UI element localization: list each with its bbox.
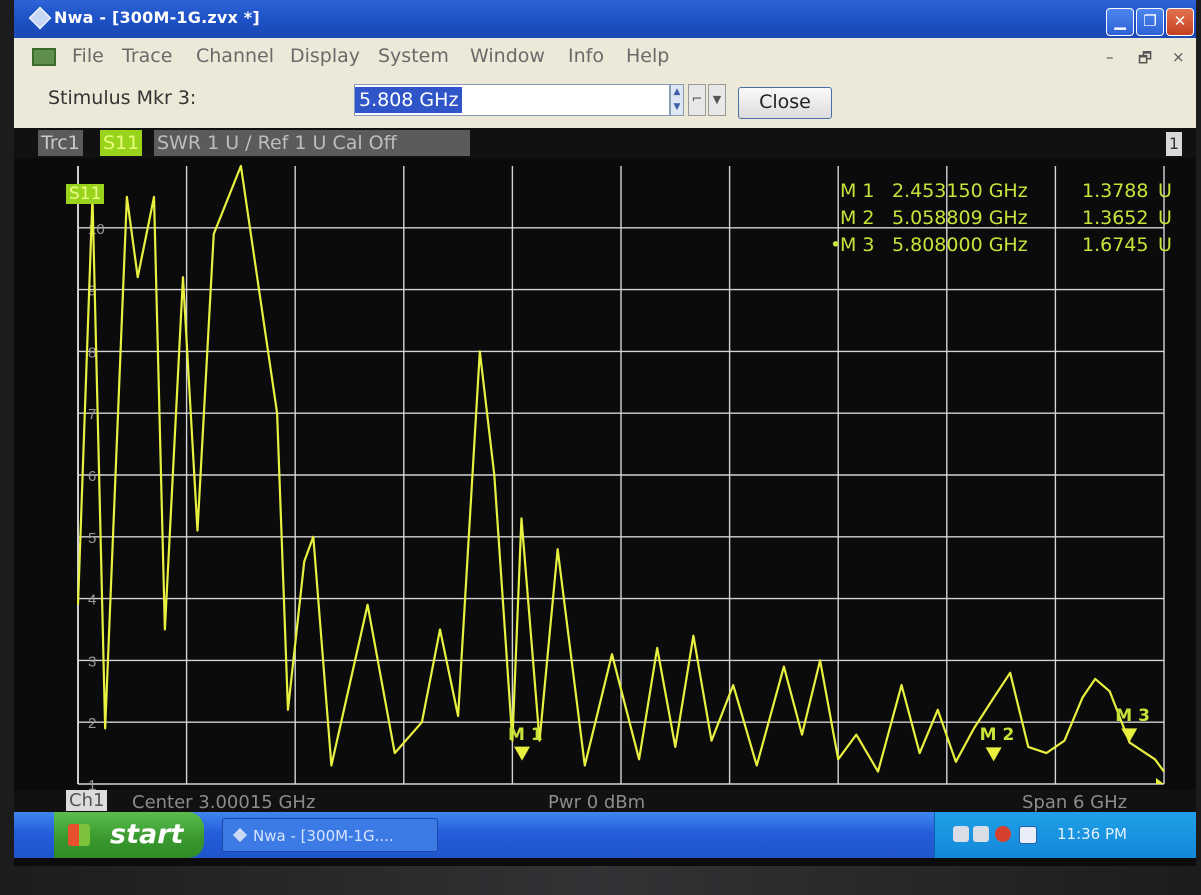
menu-window[interactable]: Window: [470, 45, 545, 67]
marker-value: 1.6745: [1082, 234, 1149, 256]
y-tick-label: 3: [88, 653, 96, 670]
step-size-button[interactable]: ⌐: [688, 84, 706, 116]
marker-value: 1.3788: [1082, 180, 1149, 202]
marker-1-label[interactable]: M 1: [508, 724, 543, 745]
channel-number-badge: 1: [1166, 132, 1182, 156]
source-power[interactable]: Pwr 0 dBm: [548, 792, 646, 813]
mdi-restore-button[interactable]: 🗗: [1138, 49, 1153, 67]
spin-buttons[interactable]: ▲ ▼: [670, 84, 684, 116]
stimulus-input[interactable]: 5.808 GHz: [354, 84, 670, 116]
trace-name[interactable]: Trc1: [38, 130, 83, 156]
close-icon: ✕: [1173, 12, 1187, 30]
menu-info[interactable]: Info: [568, 45, 604, 67]
marker-name: M 1: [840, 180, 875, 202]
marker-unit: U: [1158, 207, 1172, 229]
stimulus-value: 5.808 GHz: [355, 87, 463, 113]
series-line-s11: [76, 164, 1165, 773]
dropdown-button[interactable]: ▼: [708, 84, 726, 116]
start-button[interactable]: start: [54, 812, 204, 858]
app-icon: [28, 6, 52, 30]
menu-help[interactable]: Help: [626, 45, 670, 67]
security-shield-icon[interactable]: [995, 826, 1011, 842]
spin-down-icon[interactable]: ▼: [673, 102, 681, 112]
trace-header: Trc1 S11 SWR 1 U / Ref 1 U Cal Off 1: [14, 128, 1196, 158]
y-tick-label: 7: [88, 406, 96, 423]
chevron-down-icon: ▼: [712, 93, 722, 106]
spin-up-icon[interactable]: ▲: [673, 87, 681, 97]
stimulus-label: Stimulus Mkr 3:: [48, 87, 197, 109]
restore-icon: ❐: [1143, 12, 1157, 30]
title-bar: Nwa - [300M-1G.zvx *] ▁ ❐ ✕: [14, 0, 1196, 38]
marker-unit: U: [1158, 234, 1172, 256]
center-frequency[interactable]: Center 3.00015 GHz: [132, 792, 316, 813]
taskbar: start Nwa - [300M-1G.... 11:36 PM: [14, 812, 1196, 858]
marker-triangle-icon: [514, 746, 531, 761]
reference-arrow-icon: [1156, 778, 1164, 784]
marker-triangle-icon: [1121, 728, 1138, 743]
trace-tag: S11: [66, 184, 105, 204]
marker-triangle-icon: [985, 747, 1002, 762]
stimulus-toolbar: Stimulus Mkr 3: 5.808 GHz ▲ ▼ ⌐ ▼ Close: [14, 78, 1196, 128]
marker-name: M 2: [840, 207, 875, 229]
close-button[interactable]: Close: [738, 87, 832, 119]
marker-3-label[interactable]: M 3: [1115, 706, 1150, 727]
clock: 11:36 PM: [1057, 825, 1127, 843]
marker-frequency: 2.453150 GHz: [892, 180, 1028, 202]
minimize-button[interactable]: ▁: [1106, 8, 1134, 36]
minimize-icon: ▁: [1114, 12, 1126, 30]
menu-file[interactable]: File: [72, 45, 104, 67]
y-tick-label: 2: [88, 715, 96, 732]
step-icon: ⌐: [691, 92, 703, 107]
start-label: start: [110, 819, 184, 850]
y-tick-label: 6: [88, 468, 96, 485]
marker-frequency: 5.058809 GHz: [892, 207, 1028, 229]
menu-trace[interactable]: Trace: [122, 45, 173, 67]
close-window-button[interactable]: ✕: [1166, 8, 1194, 36]
menu-system[interactable]: System: [378, 45, 449, 67]
app-icon: [232, 827, 248, 843]
trace-format[interactable]: SWR 1 U / Ref 1 U Cal Off: [154, 130, 470, 156]
active-marker-dot-icon: •: [830, 234, 842, 256]
menu-bar: File Trace Channel Display System Window…: [14, 38, 1196, 78]
restore-button[interactable]: ❐: [1136, 8, 1164, 36]
marker-2-label[interactable]: M 2: [979, 725, 1015, 746]
y-tick-label: 1: [88, 777, 96, 790]
plot-area[interactable]: 1 2 3 4 5 6 7 8 9 10 S11 M 1 2.453150 GHz 1.3788 …: [14, 158, 1196, 790]
y-tick-label: 9: [88, 283, 96, 300]
monitor-icon[interactable]: [1019, 826, 1037, 844]
frequency-span[interactable]: Span 6 GHz: [1022, 792, 1128, 813]
taskbar-item-nwa[interactable]: Nwa - [300M-1G....: [222, 818, 438, 852]
marker-value: 1.3652: [1082, 207, 1149, 229]
marker-name: M 3: [840, 234, 875, 256]
marker-unit: U: [1158, 180, 1172, 202]
mdi-close-button[interactable]: ×: [1172, 48, 1185, 66]
screen: Nwa - [300M-1G.zvx *] ▁ ❐ ✕ File Trace C…: [14, 0, 1196, 866]
document-icon[interactable]: [32, 48, 56, 66]
trace-parameter[interactable]: S11: [100, 130, 143, 156]
y-tick-label: 8: [88, 344, 96, 361]
taskbar-item-label: Nwa - [300M-1G....: [253, 827, 394, 845]
marker-frequency: 5.808000 GHz: [892, 234, 1028, 256]
channel-bar: Ch1 Center 3.00015 GHz Pwr 0 dBm Span 6 …: [14, 790, 1196, 813]
window-title: Nwa - [300M-1G.zvx *]: [54, 8, 260, 27]
mdi-minimize-button[interactable]: –: [1106, 48, 1114, 66]
menu-channel[interactable]: Channel: [196, 45, 275, 67]
y-tick-label: 5: [88, 530, 96, 547]
system-tray: 11:36 PM: [934, 812, 1196, 858]
y-tick-label: 4: [88, 592, 96, 609]
windows-logo-icon: [68, 824, 90, 846]
network-icon[interactable]: [973, 826, 989, 842]
channel-label[interactable]: Ch1: [66, 790, 108, 811]
network-icon[interactable]: [953, 826, 969, 842]
menu-display[interactable]: Display: [290, 45, 361, 67]
